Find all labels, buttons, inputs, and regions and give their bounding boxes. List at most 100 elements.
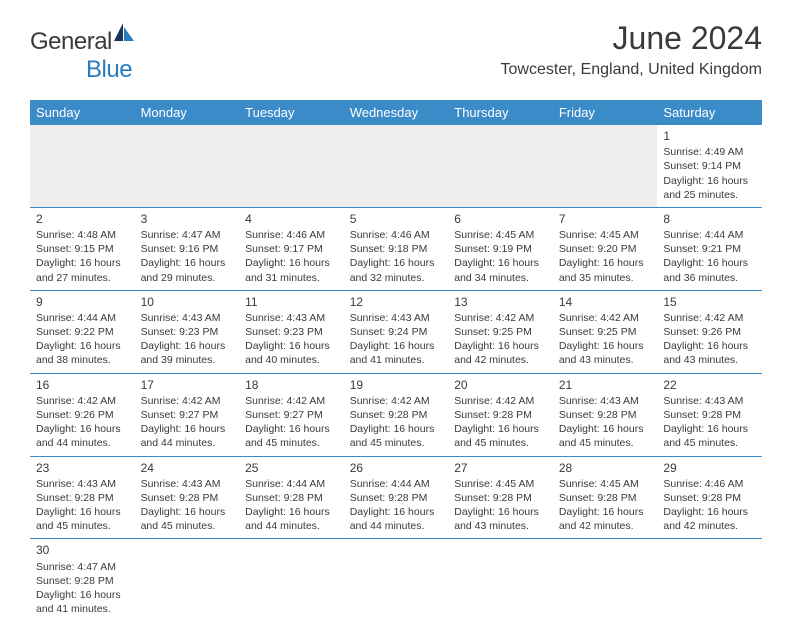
calendar-cell: 13Sunrise: 4:42 AMSunset: 9:25 PMDayligh… [448, 290, 553, 373]
daylight-text: Daylight: 16 hours and 31 minutes. [245, 256, 338, 284]
day-number: 30 [36, 542, 129, 558]
calendar-cell: 23Sunrise: 4:43 AMSunset: 9:28 PMDayligh… [30, 456, 135, 539]
calendar-cell [448, 539, 553, 621]
sunset-text: Sunset: 9:23 PM [141, 325, 234, 339]
sunset-text: Sunset: 9:28 PM [350, 408, 443, 422]
sunrise-text: Sunrise: 4:49 AM [663, 145, 756, 159]
daylight-text: Daylight: 16 hours and 45 minutes. [350, 422, 443, 450]
daylight-text: Daylight: 16 hours and 43 minutes. [663, 339, 756, 367]
sunset-text: Sunset: 9:26 PM [36, 408, 129, 422]
sunset-text: Sunset: 9:27 PM [245, 408, 338, 422]
sunrise-text: Sunrise: 4:47 AM [36, 560, 129, 574]
sunset-text: Sunset: 9:28 PM [559, 408, 652, 422]
calendar-cell: 19Sunrise: 4:42 AMSunset: 9:28 PMDayligh… [344, 373, 449, 456]
daylight-text: Daylight: 16 hours and 25 minutes. [663, 174, 756, 202]
calendar-cell: 24Sunrise: 4:43 AMSunset: 9:28 PMDayligh… [135, 456, 240, 539]
day-number: 18 [245, 377, 338, 393]
calendar-body: 1Sunrise: 4:49 AMSunset: 9:14 PMDaylight… [30, 125, 762, 621]
calendar-cell: 6Sunrise: 4:45 AMSunset: 9:19 PMDaylight… [448, 207, 553, 290]
day-number: 26 [350, 460, 443, 476]
calendar-cell: 29Sunrise: 4:46 AMSunset: 9:28 PMDayligh… [657, 456, 762, 539]
calendar-row: 23Sunrise: 4:43 AMSunset: 9:28 PMDayligh… [30, 456, 762, 539]
day-header: Monday [135, 100, 240, 125]
calendar-cell [239, 539, 344, 621]
sunrise-text: Sunrise: 4:46 AM [350, 228, 443, 242]
daylight-text: Daylight: 16 hours and 40 minutes. [245, 339, 338, 367]
daylight-text: Daylight: 16 hours and 38 minutes. [36, 339, 129, 367]
sunrise-text: Sunrise: 4:47 AM [141, 228, 234, 242]
calendar-cell: 11Sunrise: 4:43 AMSunset: 9:23 PMDayligh… [239, 290, 344, 373]
sunrise-text: Sunrise: 4:42 AM [245, 394, 338, 408]
sunrise-text: Sunrise: 4:43 AM [141, 311, 234, 325]
title-block: June 2024 Towcester, England, United Kin… [501, 20, 762, 79]
sunrise-text: Sunrise: 4:42 AM [454, 394, 547, 408]
calendar-cell: 20Sunrise: 4:42 AMSunset: 9:28 PMDayligh… [448, 373, 553, 456]
daylight-text: Daylight: 16 hours and 34 minutes. [454, 256, 547, 284]
daylight-text: Daylight: 16 hours and 45 minutes. [141, 505, 234, 533]
sunset-text: Sunset: 9:23 PM [245, 325, 338, 339]
sunrise-text: Sunrise: 4:43 AM [245, 311, 338, 325]
logo-blue: Blue [86, 56, 132, 84]
calendar-cell: 1Sunrise: 4:49 AMSunset: 9:14 PMDaylight… [657, 125, 762, 207]
sunset-text: Sunset: 9:19 PM [454, 242, 547, 256]
calendar-cell [135, 539, 240, 621]
sunset-text: Sunset: 9:21 PM [663, 242, 756, 256]
calendar-row: 16Sunrise: 4:42 AMSunset: 9:26 PMDayligh… [30, 373, 762, 456]
calendar-cell [30, 125, 135, 207]
sunrise-text: Sunrise: 4:42 AM [141, 394, 234, 408]
day-number: 28 [559, 460, 652, 476]
sunrise-text: Sunrise: 4:43 AM [663, 394, 756, 408]
calendar-cell: 2Sunrise: 4:48 AMSunset: 9:15 PMDaylight… [30, 207, 135, 290]
day-number: 9 [36, 294, 129, 310]
day-number: 3 [141, 211, 234, 227]
daylight-text: Daylight: 16 hours and 44 minutes. [245, 505, 338, 533]
sunrise-text: Sunrise: 4:48 AM [36, 228, 129, 242]
daylight-text: Daylight: 16 hours and 45 minutes. [245, 422, 338, 450]
day-header: Sunday [30, 100, 135, 125]
sunset-text: Sunset: 9:28 PM [663, 408, 756, 422]
day-header: Thursday [448, 100, 553, 125]
sunrise-text: Sunrise: 4:42 AM [663, 311, 756, 325]
sunset-text: Sunset: 9:20 PM [559, 242, 652, 256]
day-number: 21 [559, 377, 652, 393]
calendar-cell [553, 125, 658, 207]
daylight-text: Daylight: 16 hours and 35 minutes. [559, 256, 652, 284]
daylight-text: Daylight: 16 hours and 44 minutes. [141, 422, 234, 450]
calendar-cell: 5Sunrise: 4:46 AMSunset: 9:18 PMDaylight… [344, 207, 449, 290]
daylight-text: Daylight: 16 hours and 44 minutes. [350, 505, 443, 533]
calendar-cell: 3Sunrise: 4:47 AMSunset: 9:16 PMDaylight… [135, 207, 240, 290]
calendar-cell: 22Sunrise: 4:43 AMSunset: 9:28 PMDayligh… [657, 373, 762, 456]
day-number: 25 [245, 460, 338, 476]
daylight-text: Daylight: 16 hours and 39 minutes. [141, 339, 234, 367]
daylight-text: Daylight: 16 hours and 43 minutes. [559, 339, 652, 367]
day-number: 23 [36, 460, 129, 476]
logo-sail-icon [114, 20, 134, 48]
sunrise-text: Sunrise: 4:46 AM [663, 477, 756, 491]
calendar-cell: 28Sunrise: 4:45 AMSunset: 9:28 PMDayligh… [553, 456, 658, 539]
calendar-cell [553, 539, 658, 621]
sunset-text: Sunset: 9:28 PM [663, 491, 756, 505]
logo-text: GeneralBlue [30, 28, 134, 84]
day-number: 4 [245, 211, 338, 227]
day-number: 8 [663, 211, 756, 227]
calendar-cell: 16Sunrise: 4:42 AMSunset: 9:26 PMDayligh… [30, 373, 135, 456]
daylight-text: Daylight: 16 hours and 42 minutes. [663, 505, 756, 533]
daylight-text: Daylight: 16 hours and 41 minutes. [350, 339, 443, 367]
month-title: June 2024 [501, 20, 762, 57]
calendar-cell [239, 125, 344, 207]
sunset-text: Sunset: 9:28 PM [36, 491, 129, 505]
day-header-row: SundayMondayTuesdayWednesdayThursdayFrid… [30, 100, 762, 125]
day-number: 1 [663, 128, 756, 144]
day-number: 24 [141, 460, 234, 476]
sunset-text: Sunset: 9:22 PM [36, 325, 129, 339]
day-number: 20 [454, 377, 547, 393]
sunset-text: Sunset: 9:28 PM [245, 491, 338, 505]
sunrise-text: Sunrise: 4:44 AM [36, 311, 129, 325]
day-header: Friday [553, 100, 658, 125]
sunrise-text: Sunrise: 4:43 AM [141, 477, 234, 491]
sunset-text: Sunset: 9:24 PM [350, 325, 443, 339]
daylight-text: Daylight: 16 hours and 29 minutes. [141, 256, 234, 284]
calendar-cell [657, 539, 762, 621]
sunrise-text: Sunrise: 4:43 AM [36, 477, 129, 491]
daylight-text: Daylight: 16 hours and 42 minutes. [559, 505, 652, 533]
